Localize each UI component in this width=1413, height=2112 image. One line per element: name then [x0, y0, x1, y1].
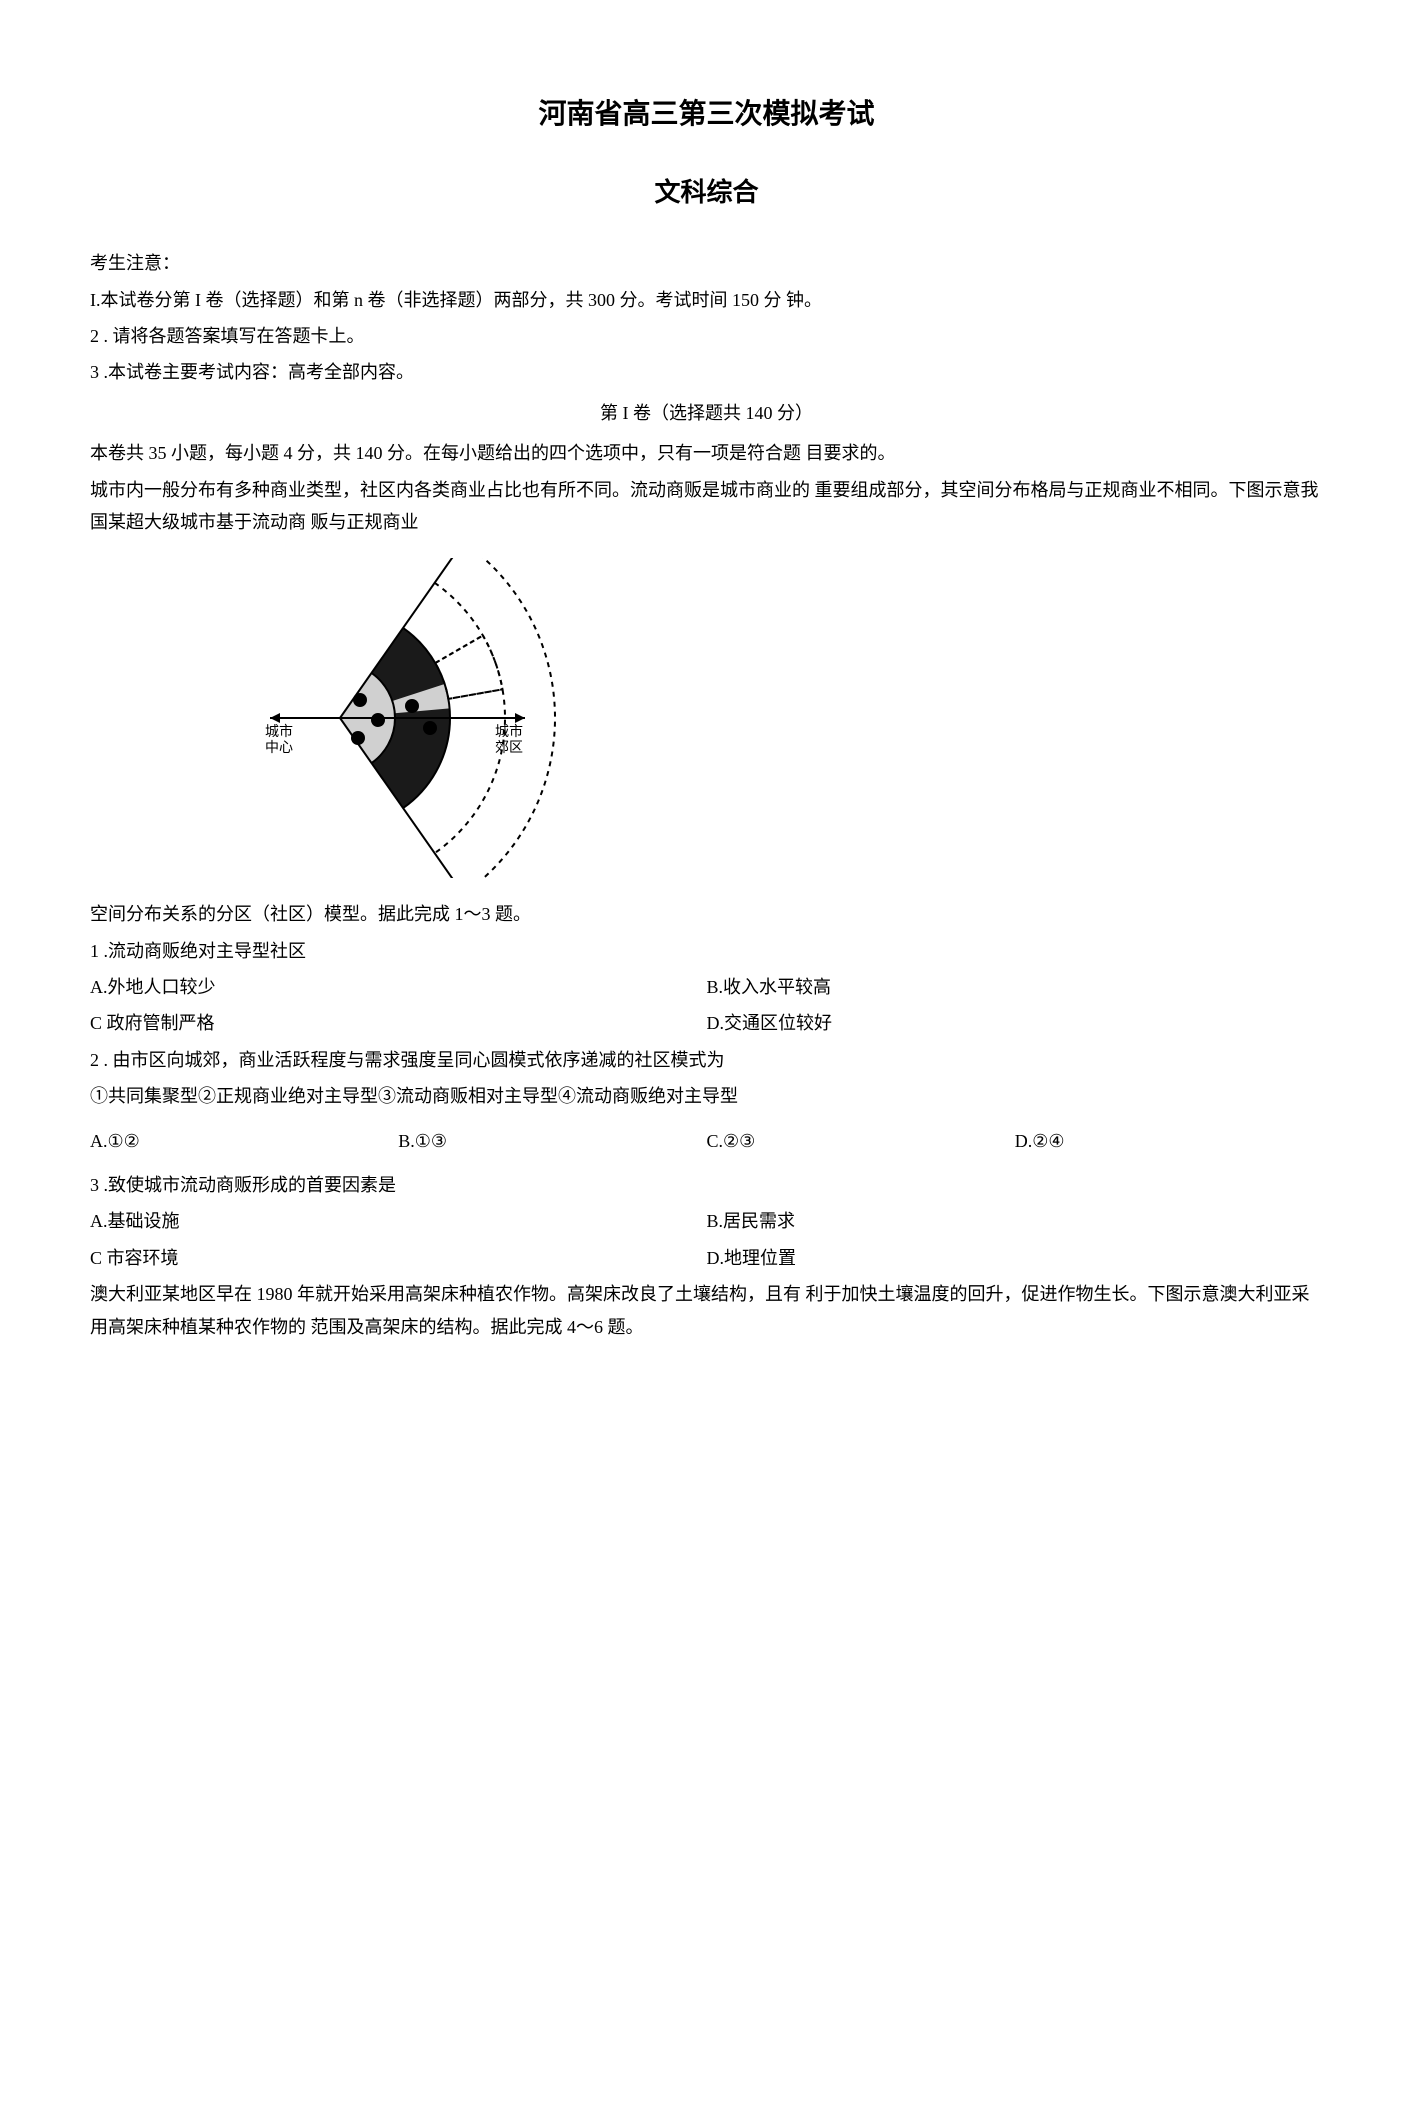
notice-line-1: I.本试卷分第 I 卷（选择题）和第 n 卷（非选择题）两部分，共 300 分。… [90, 284, 1323, 316]
svg-text:城市: 城市 [265, 723, 293, 740]
q3-option-d: D.地理位置 [707, 1242, 1324, 1274]
q1-options-row-2: C 政府管制严格 D.交通区位较好 [90, 1007, 1323, 1039]
passage-1-cont: 空间分布关系的分区（社区）模型。据此完成 1〜3 题。 [90, 898, 1323, 930]
notice-header: 考生注意： [90, 247, 1323, 279]
q1-option-b: B.收入水平较高 [707, 971, 1324, 1003]
q2-option-d: D.②④ [1015, 1125, 1323, 1157]
passage-2: 澳大利亚某地区早在 1980 年就开始采用高架床种植农作物。高架床改良了土壤结构… [90, 1278, 1323, 1343]
q3-options-row-1: A.基础设施 B.居民需求 [90, 1205, 1323, 1237]
notice-line-2: 2 . 请将各题答案填写在答题卡上。 [90, 320, 1323, 352]
svg-text:中心: 中心 [265, 740, 293, 756]
q2-stem: 2 . 由市区向城郊，商业活跃程度与需求强度呈同心圆模式依序递减的社区模式为 [90, 1044, 1323, 1076]
q1-option-d: D.交通区位较好 [707, 1007, 1324, 1039]
q1-options-row-1: A.外地人口较少 B.收入水平较高 [90, 971, 1323, 1003]
q2-option-a: A.①② [90, 1125, 398, 1157]
exam-title-main: 河南省高三第三次模拟考试 [90, 90, 1323, 140]
exam-title-sub: 文科综合 [90, 170, 1323, 217]
q2-option-c: C.②③ [707, 1125, 1015, 1157]
section-1-intro: 本卷共 35 小题，每小题 4 分，共 140 分。在每小题给出的四个选项中，只… [90, 437, 1323, 469]
q3-options-row-2: C 市容环境 D.地理位置 [90, 1242, 1323, 1274]
q2-option-b: B.①③ [398, 1125, 706, 1157]
q3-option-a: A.基础设施 [90, 1205, 707, 1237]
q3-option-b: B.居民需求 [707, 1205, 1324, 1237]
notice-line-3: 3 .本试卷主要考试内容：高考全部内容。 [90, 356, 1323, 388]
svg-text:郊区: 郊区 [495, 739, 523, 756]
q3-option-c: C 市容环境 [90, 1242, 707, 1274]
q2-options-row: A.①② B.①③ C.②③ D.②④ [90, 1125, 1323, 1157]
svg-text:城市: 城市 [495, 723, 523, 740]
q1-option-c: C 政府管制严格 [90, 1007, 707, 1039]
passage-1: 城市内一般分布有多种商业类型，社区内各类商业占比也有所不同。流动商贩是城市商业的… [90, 474, 1323, 539]
q1-option-a: A.外地人口较少 [90, 971, 707, 1003]
concentric-diagram: 城市中心城市郊区 [220, 558, 620, 878]
q3-stem: 3 .致使城市流动商贩形成的首要因素是 [90, 1169, 1323, 1201]
q1-stem: 1 .流动商贩绝对主导型社区 [90, 935, 1323, 967]
section-1-header: 第 I 卷（选择题共 140 分） [90, 397, 1323, 429]
q2-list: ①共同集聚型②正规商业绝对主导型③流动商贩相对主导型④流动商贩绝对主导型 [90, 1080, 1323, 1112]
